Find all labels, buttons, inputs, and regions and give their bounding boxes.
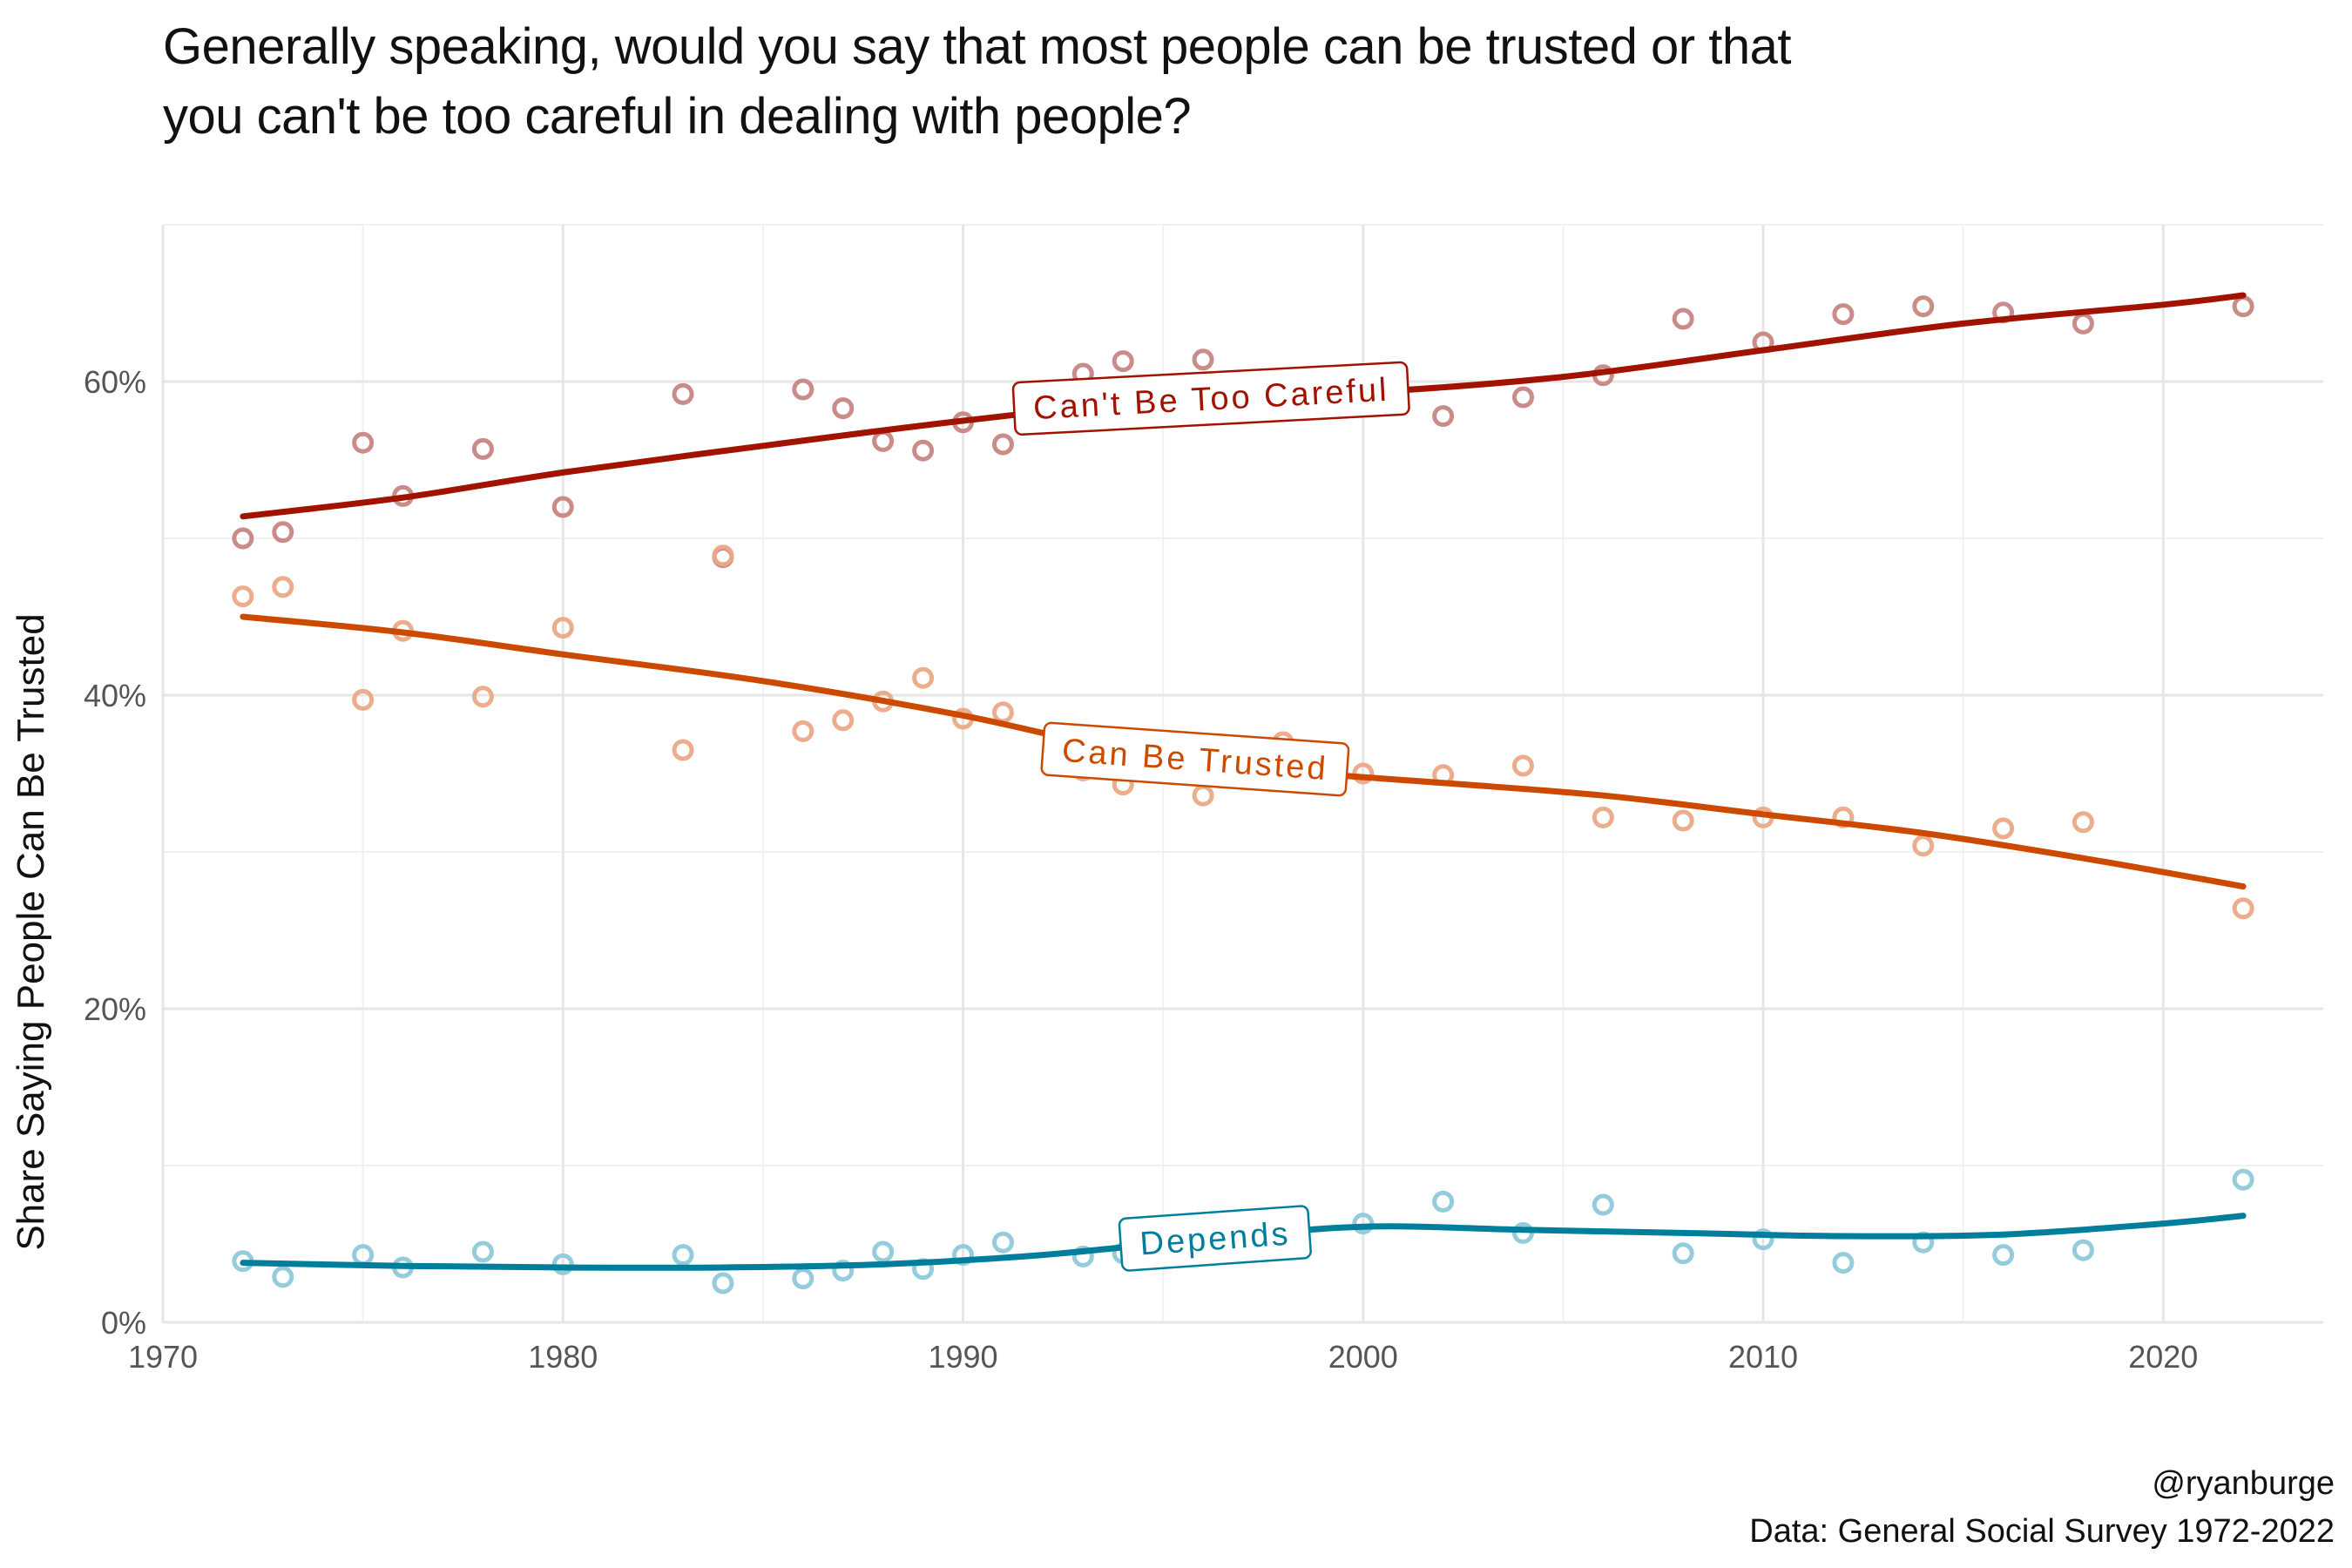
data-point-can-t-be-too-careful [2072,312,2094,335]
data-point-can-t-be-too-careful [1832,303,1855,326]
data-point-can-be-trusted [912,666,935,689]
data-point-can-be-trusted [232,585,254,608]
data-point-can-t-be-too-careful [1192,348,1214,371]
data-point-depends [1071,1245,1094,1267]
series-label-box [1118,1205,1312,1272]
data-point-can-t-be-too-careful [1432,405,1455,428]
data-point-can-be-trusted [1992,817,2015,840]
data-point-can-be-trusted [672,739,694,761]
data-point-can-be-trusted [2232,897,2254,920]
data-point-can-t-be-too-careful [1112,350,1134,373]
data-point-can-be-trusted [272,576,294,598]
series-label-box [1040,721,1350,797]
data-point-can-be-trusted [551,617,574,639]
data-point-depends [991,1231,1014,1254]
caption-source: Data: General Social Survey 1972-2022 [1749,1513,2335,1550]
data-point-depends [272,1266,294,1288]
caption-author: @ryanburge [2152,1465,2335,1502]
data-point-can-t-be-too-careful [832,397,855,420]
data-point-can-be-trusted [712,544,734,567]
data-point-depends [1672,1242,1694,1265]
y-tick-label: 60% [84,364,146,400]
data-point-can-be-trusted [792,720,814,742]
data-point-depends [1832,1252,1855,1274]
data-point-can-be-trusted [1672,809,1694,832]
series-label-can-be-trusted: Can Be Trusted [1040,721,1350,797]
data-point-can-t-be-too-careful [912,439,935,462]
data-point-can-t-be-too-careful [1912,295,1935,318]
y-tick-label: 0% [101,1305,146,1341]
x-tick-label: 1990 [928,1339,997,1375]
data-point-depends [551,1253,574,1275]
data-point-can-t-be-too-careful [1511,386,1534,409]
data-point-depends [1992,1244,2015,1267]
chart-title-line-2: you can't be too careful in dealing with… [163,88,1192,145]
data-point-depends [2232,1168,2254,1191]
chart-title: Generally speaking, would you say that m… [163,12,2166,152]
data-point-can-be-trusted [1192,784,1214,807]
series-label-box [1011,361,1410,436]
x-tick-label: 1970 [128,1339,198,1375]
data-point-depends [712,1272,734,1294]
y-axis-label: Share Saying People Can Be Trusted [10,613,52,1250]
data-point-can-t-be-too-careful [792,378,814,401]
data-point-can-be-trusted [471,686,494,708]
data-point-can-t-be-too-careful [672,382,694,405]
data-point-can-t-be-too-careful [1672,308,1694,330]
data-point-can-be-trusted [352,688,375,711]
data-point-can-be-trusted [1592,806,1614,828]
data-point-can-be-trusted [2072,811,2094,834]
data-point-depends [2072,1239,2094,1261]
data-point-depends [1752,1228,1774,1251]
y-tick-label: 40% [84,678,146,713]
data-point-depends [1432,1190,1455,1213]
data-point-depends [672,1244,694,1267]
series-label-depends: Depends [1118,1205,1312,1272]
data-points [232,295,2254,1294]
data-point-can-be-trusted [1511,754,1534,777]
series-labels: Can't Be Too Careful Can Be Trusted Depend… [1011,361,1410,1272]
data-point-depends [832,1260,855,1282]
axis-tick-labels: 1970 1980 1990 2000 2010 2020 0% 20% 40% 60% [84,364,2198,1375]
x-tick-label: 2000 [1328,1339,1398,1375]
data-point-depends [471,1240,494,1263]
data-point-can-t-be-too-careful [991,433,1014,456]
data-point-can-be-trusted [832,709,855,732]
caption: @ryanburge Data: General Social Survey 1… [1749,1460,2335,1556]
y-tick-label: 20% [84,991,146,1027]
data-point-depends [792,1267,814,1290]
data-point-can-be-trusted [1912,835,1935,857]
data-point-depends [1592,1193,1614,1216]
data-point-can-t-be-too-careful [2232,295,2254,318]
data-point-depends [952,1244,975,1267]
data-point-can-t-be-too-careful [551,496,574,518]
data-point-can-be-trusted [991,701,1014,724]
data-point-can-t-be-too-careful [471,437,494,460]
x-tick-label: 2020 [2128,1339,2198,1375]
series-label-can-t-be-too-careful: Can't Be Too Careful [1011,361,1410,436]
chart-title-line-1: Generally speaking, would you say that m… [163,18,1791,75]
data-point-can-t-be-too-careful [872,429,895,452]
data-point-can-t-be-too-careful [232,527,254,550]
data-point-can-t-be-too-careful [272,521,294,544]
data-point-depends [872,1240,895,1263]
x-tick-label: 2010 [1728,1339,1798,1375]
x-tick-label: 1980 [528,1339,598,1375]
data-point-can-t-be-too-careful [352,431,375,454]
